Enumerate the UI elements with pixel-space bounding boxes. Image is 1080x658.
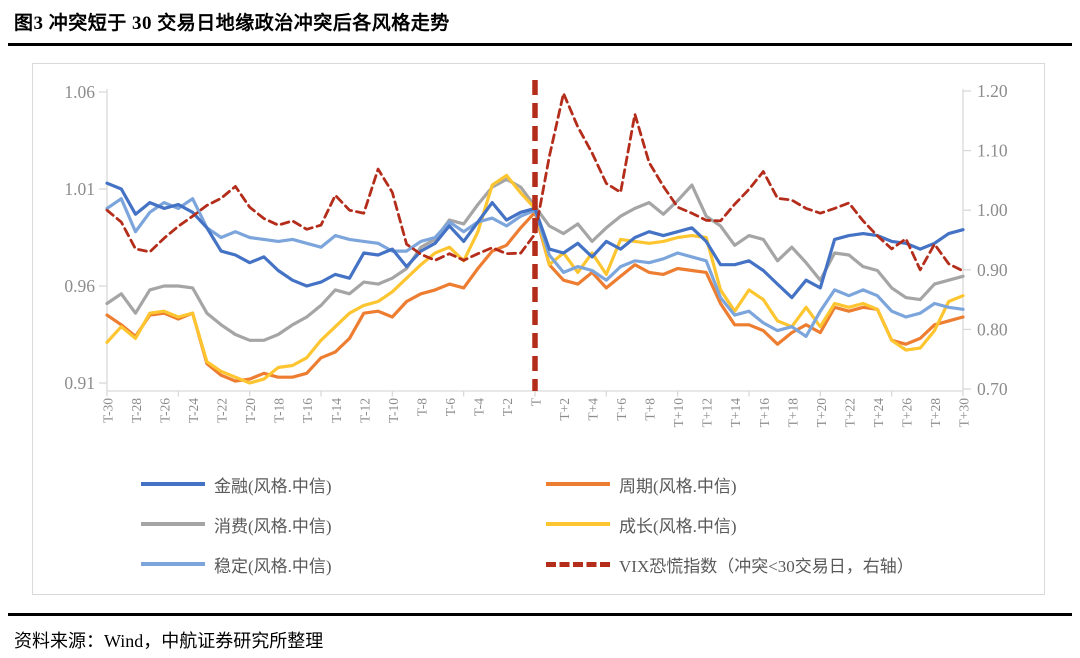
right-axis-tick-label: 0.90 (977, 260, 1008, 280)
legend-item-cyclical: 周期(风格.中信) (546, 473, 737, 496)
x-axis-tick-label: T+26 (899, 398, 914, 428)
legend-label-vix: VIX恐慌指数（冲突<30交易日，右轴） (619, 556, 914, 576)
figure-title: 图3 冲突短于 30 交易日地缘政治冲突后各风格走势 (14, 13, 450, 34)
x-axis-labels: T-30 T-28 T-26 T-24 T-22 T-20 T-18 T-16 T-14 T-12… (101, 397, 972, 427)
x-axis-tick-label: T (529, 397, 544, 406)
source-note: 资料来源：Wind，中航证券研究所整理 (14, 631, 324, 651)
series-line-5 (105, 91, 965, 273)
x-axis-tick-label: T-18 (272, 398, 287, 423)
x-axis-tick-label: T+16 (757, 398, 772, 428)
legend-label-cyclical: 周期(风格.中信) (619, 476, 737, 496)
x-axis-tick-label: T-30 (101, 398, 116, 423)
x-axis-tick-label: T-24 (186, 398, 201, 423)
x-axis-tick-label: T+30 (957, 398, 972, 428)
right-axis-tick-label: 1.10 (977, 141, 1008, 161)
left-axis-tick-label: 1.01 (64, 179, 95, 199)
legend-item-stable: 稳定(风格.中信) (141, 553, 332, 576)
style-index-line-chart: 1.06 1.01 0.96 0.91 1.20 1.10 1.00 0.90 0.80 0.70… (64, 80, 1008, 427)
right-axis-tick-label: 1.00 (977, 200, 1008, 220)
right-axis-tick-label: 0.70 (977, 379, 1008, 399)
axes: 1.06 1.01 0.96 0.91 1.20 1.10 1.00 0.90 0.80 0.70 (64, 81, 1008, 399)
x-axis-tick-label: T-14 (329, 398, 344, 423)
left-axis-tick-label: 0.91 (64, 373, 95, 393)
left-axis-tick-label: 0.96 (64, 276, 95, 296)
right-axis-tick-label: 0.80 (977, 319, 1008, 339)
x-axis-tick-label: T-22 (215, 398, 230, 423)
x-axis-tick-label: T+24 (871, 398, 886, 428)
x-axis-tick-label: T-26 (158, 398, 173, 423)
legend-label-finance: 金融(风格.中信) (214, 476, 332, 496)
x-axis-tick-label: T+14 (728, 398, 743, 428)
chart-area: 1.06 1.01 0.96 0.91 1.20 1.10 1.00 0.90 0.80 0.70… (32, 63, 1045, 595)
x-axis-tick-label: T-10 (386, 398, 401, 423)
x-axis-tick-label: T+10 (671, 398, 686, 428)
legend-swatch-vix-dashed-line (546, 561, 610, 567)
x-axis-tick-label: T+18 (785, 398, 800, 428)
legend-label-growth: 成长(风格.中信) (619, 516, 737, 536)
right-axis-tick-label: 1.20 (977, 81, 1008, 101)
x-axis-tick-label: T-4 (471, 398, 486, 417)
x-axis-tick-label: T+4 (586, 398, 601, 421)
x-axis-tick-label: T-2 (500, 398, 515, 416)
legend-label-consumer: 消费(风格.中信) (214, 516, 332, 536)
legend-swatch-stable-line (141, 561, 205, 567)
legend-label-stable: 稳定(风格.中信) (214, 556, 332, 576)
legend-item-growth: 成长(风格.中信) (546, 513, 737, 536)
legend-item-finance: 金融(风格.中信) (141, 473, 332, 496)
legend-swatch-finance-line (141, 481, 205, 487)
title-divider-rule (8, 43, 1072, 46)
x-axis-tick-label: T+22 (842, 398, 857, 427)
x-axis-tick-label: T-16 (300, 398, 315, 423)
legend-swatch-consumer-line (141, 521, 205, 527)
x-axis-tick-label: T-28 (129, 398, 144, 423)
legend-item-vix: VIX恐慌指数（冲突<30交易日，右轴） (546, 553, 914, 576)
x-axis-tick-label: T-8 (414, 398, 429, 417)
x-axis-tick-label: T+20 (814, 398, 829, 428)
x-axis-tick-label: T+28 (928, 398, 943, 428)
left-axis-tick-label: 1.06 (64, 82, 95, 102)
x-axis-tick-label: T-20 (243, 398, 258, 423)
legend-item-consumer: 消费(风格.中信) (141, 513, 332, 536)
x-axis-tick-label: T-6 (443, 398, 458, 417)
legend-swatch-growth-line (546, 521, 610, 527)
x-axis-tick-label: T-12 (357, 398, 372, 423)
footer-divider-rule (8, 613, 1072, 616)
x-axis-tick-label: T+6 (614, 398, 629, 421)
legend-swatch-cyclical-line (546, 481, 610, 487)
x-axis-tick-label: T+2 (557, 398, 572, 421)
x-axis-tick-label: T+8 (643, 398, 658, 421)
x-axis-tick-label: T+12 (700, 398, 715, 427)
